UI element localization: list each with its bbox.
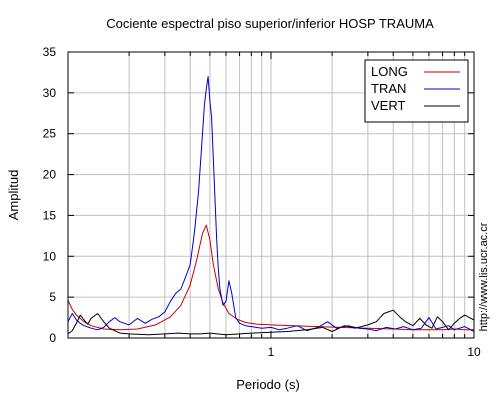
legend-label-tran: TRAN (371, 81, 406, 96)
y-tick-label: 5 (49, 290, 56, 304)
series-lines (67, 76, 475, 336)
x-tick-label: 1 (268, 345, 275, 359)
axis-ticks: 0 5 10 15 20 25 30 35 1 10 (43, 45, 481, 359)
x-tick-label: 10 (467, 345, 481, 359)
series-line-tran (67, 76, 475, 332)
chart-title: Cociente espectral piso superior/inferio… (106, 16, 434, 31)
y-tick-label: 20 (43, 168, 57, 182)
y-axis-label: Amplitud (6, 170, 21, 221)
y-tick-label: 35 (43, 45, 57, 59)
legend-box (364, 59, 469, 123)
y-tick-label: 0 (49, 331, 56, 345)
source-url-note: http://www.lis.ucr.ac.cr (478, 222, 490, 331)
x-axis-label: Periodo (s) (236, 377, 300, 392)
legend-label-vert: VERT (371, 98, 405, 113)
series-line-long (67, 224, 474, 331)
y-tick-label: 10 (43, 249, 57, 263)
y-tick-label: 25 (43, 127, 57, 141)
series-line-vert (67, 309, 475, 336)
y-tick-label: 30 (43, 86, 57, 100)
y-tick-label: 15 (43, 208, 57, 222)
legend: LONG TRAN VERT (364, 59, 469, 123)
legend-label-long: LONG (371, 64, 408, 79)
legend-items: LONG TRAN VERT (371, 64, 460, 113)
